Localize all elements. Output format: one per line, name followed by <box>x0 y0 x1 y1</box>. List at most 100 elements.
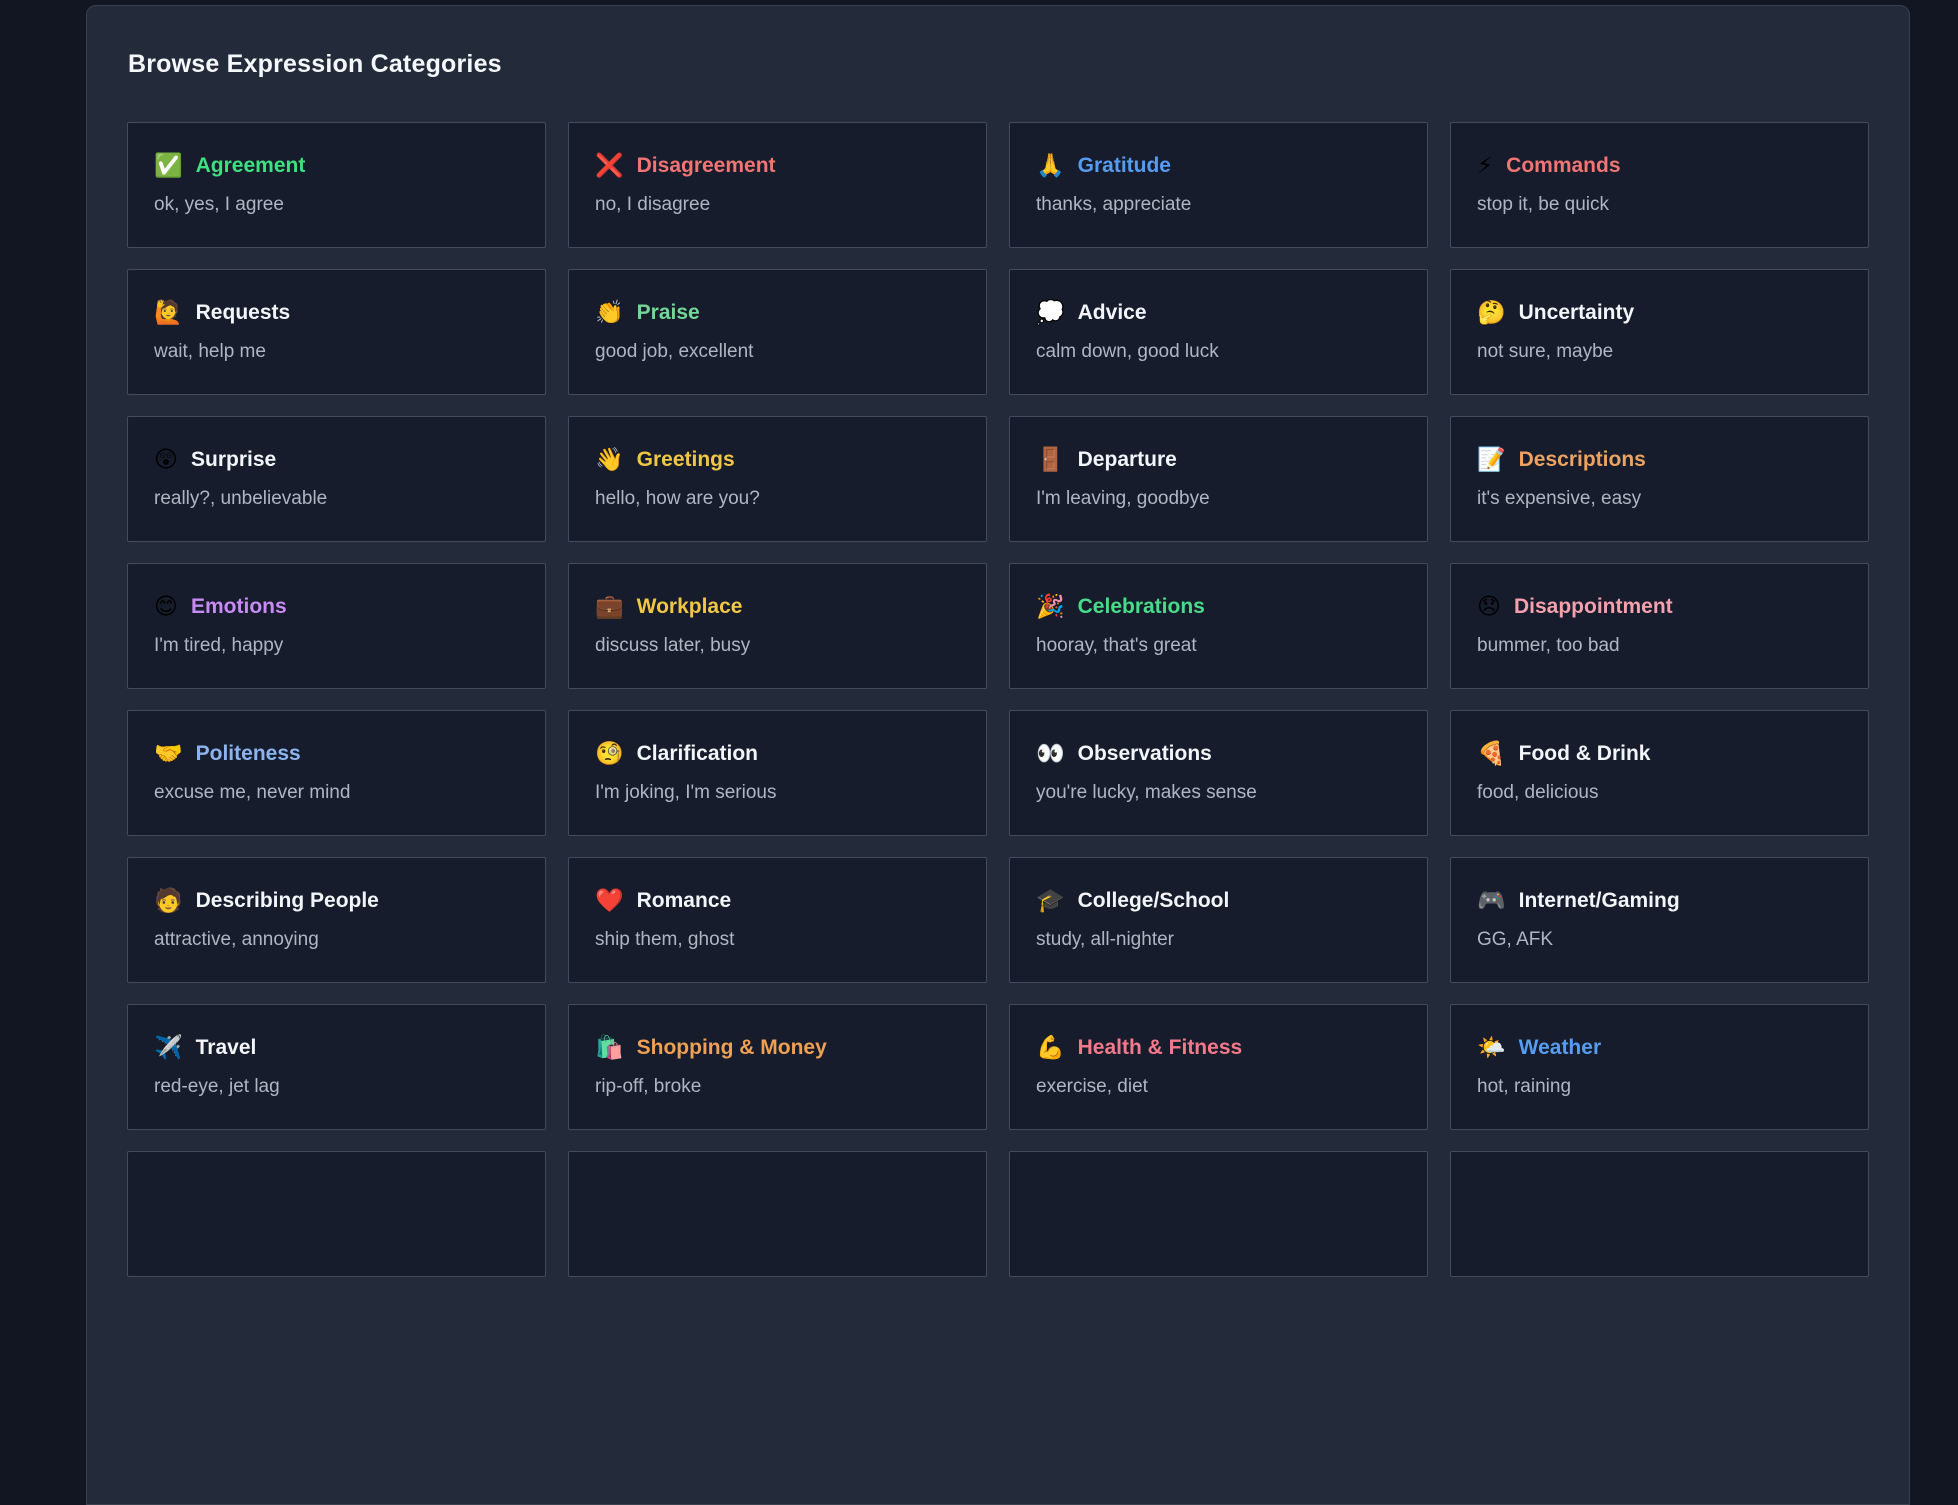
category-card-college-school[interactable]: 🎓 College/School study, all-nighter <box>1009 857 1428 983</box>
category-title: Health & Fitness <box>1077 1036 1243 1059</box>
category-examples: discuss later, busy <box>595 635 751 656</box>
category-card-emotions[interactable]: 😊 Emotions I'm tired, happy <box>127 563 546 689</box>
category-examples: excuse me, never mind <box>154 782 351 803</box>
category-title: Disappointment <box>1513 595 1673 618</box>
category-examples: attractive, annoying <box>154 929 319 950</box>
category-examples: study, all-nighter <box>1036 929 1174 950</box>
eyes-icon: 👀 <box>1036 740 1065 766</box>
category-examples: wait, help me <box>154 341 266 362</box>
category-examples: it's expensive, easy <box>1477 488 1642 509</box>
category-examples: calm down, good luck <box>1036 341 1219 362</box>
category-title: Praise <box>636 301 700 324</box>
category-title: Emotions <box>190 595 287 618</box>
category-examples: hello, how are you? <box>595 488 760 509</box>
category-title-row: 🛍️ Shopping & Money <box>595 1033 960 1062</box>
category-card-praise[interactable]: 👏 Praise good job, excellent <box>568 269 987 395</box>
category-title-row: ❤️ Romance <box>595 886 960 915</box>
category-title: Surprise <box>190 448 277 471</box>
category-card-partial[interactable] <box>127 1151 546 1277</box>
smiling-face-icon: 😊 <box>154 593 178 619</box>
category-examples: thanks, appreciate <box>1036 194 1192 215</box>
airplane-icon: ✈️ <box>154 1034 183 1060</box>
category-title-row: 🌤️ Weather <box>1477 1033 1842 1062</box>
category-card-descriptions[interactable]: 📝 Descriptions it's expensive, easy <box>1450 416 1869 542</box>
category-examples: rip-off, broke <box>595 1076 702 1097</box>
category-title-row: 🙋 Requests <box>154 298 519 327</box>
category-examples: hooray, that's great <box>1036 635 1197 656</box>
monocle-face-icon: 🧐 <box>595 740 624 766</box>
category-title-row: 💼 Workplace <box>595 592 960 621</box>
category-card-clarification[interactable]: 🧐 Clarification I'm joking, I'm serious <box>568 710 987 836</box>
category-title-row: 🙏 Gratitude <box>1036 151 1401 180</box>
category-card-surprise[interactable]: 😲 Surprise really?, unbelievable <box>127 416 546 542</box>
person-icon: 🧑 <box>154 887 183 913</box>
category-card-health-fitness[interactable]: 💪 Health & Fitness exercise, diet <box>1009 1004 1428 1130</box>
category-card-celebrations[interactable]: 🎉 Celebrations hooray, that's great <box>1009 563 1428 689</box>
category-card-travel[interactable]: ✈️ Travel red-eye, jet lag <box>127 1004 546 1130</box>
category-title-row: 🤝 Politeness <box>154 739 519 768</box>
category-card-romance[interactable]: ❤️ Romance ship them, ghost <box>568 857 987 983</box>
category-examples: good job, excellent <box>595 341 754 362</box>
sun-behind-cloud-icon: 🌤️ <box>1477 1034 1506 1060</box>
category-card-uncertainty[interactable]: 🤔 Uncertainty not sure, maybe <box>1450 269 1869 395</box>
category-title-row: 😲 Surprise <box>154 445 519 474</box>
category-card-disagreement[interactable]: ❌ Disagreement no, I disagree <box>568 122 987 248</box>
category-examples: ok, yes, I agree <box>154 194 284 215</box>
category-card-weather[interactable]: 🌤️ Weather hot, raining <box>1450 1004 1869 1130</box>
category-card-shopping-money[interactable]: 🛍️ Shopping & Money rip-off, broke <box>568 1004 987 1130</box>
category-title-row: 🍕 Food & Drink <box>1477 739 1842 768</box>
category-card-workplace[interactable]: 💼 Workplace discuss later, busy <box>568 563 987 689</box>
category-card-politeness[interactable]: 🤝 Politeness excuse me, never mind <box>127 710 546 836</box>
category-card-observations[interactable]: 👀 Observations you're lucky, makes sense <box>1009 710 1428 836</box>
category-title-row: 🚪 Departure <box>1036 445 1401 474</box>
category-card-requests[interactable]: 🙋 Requests wait, help me <box>127 269 546 395</box>
category-title-row: 🧑 Describing People <box>154 886 519 915</box>
thought-balloon-icon: 💭 <box>1036 299 1065 325</box>
category-card-partial[interactable] <box>1450 1151 1869 1277</box>
category-card-greetings[interactable]: 👋 Greetings hello, how are you? <box>568 416 987 542</box>
clapping-hands-icon: 👏 <box>595 299 624 325</box>
category-card-disappointment[interactable]: 😞 Disappointment bummer, too bad <box>1450 563 1869 689</box>
category-card-describing-people[interactable]: 🧑 Describing People attractive, annoying <box>127 857 546 983</box>
category-examples: really?, unbelievable <box>154 488 328 509</box>
category-title-row: 🎮 Internet/Gaming <box>1477 886 1842 915</box>
category-title: Internet/Gaming <box>1518 889 1680 912</box>
pizza-icon: 🍕 <box>1477 740 1506 766</box>
category-title: Romance <box>636 889 732 912</box>
category-title: Food & Drink <box>1518 742 1651 765</box>
category-title-row: ⚡ Commands <box>1477 151 1842 180</box>
party-popper-icon: 🎉 <box>1036 593 1065 619</box>
category-title: Gratitude <box>1077 154 1171 177</box>
category-card-gratitude[interactable]: 🙏 Gratitude thanks, appreciate <box>1009 122 1428 248</box>
category-card-food-drink[interactable]: 🍕 Food & Drink food, delicious <box>1450 710 1869 836</box>
cross-mark-icon: ❌ <box>595 152 624 178</box>
page-title: Browse Expression Categories <box>128 50 502 78</box>
category-title: Descriptions <box>1518 448 1646 471</box>
category-card-departure[interactable]: 🚪 Departure I'm leaving, goodbye <box>1009 416 1428 542</box>
category-title: Advice <box>1077 301 1147 324</box>
category-examples: exercise, diet <box>1036 1076 1148 1097</box>
category-card-partial[interactable] <box>568 1151 987 1277</box>
category-title: Departure <box>1077 448 1177 471</box>
category-examples: hot, raining <box>1477 1076 1572 1097</box>
category-examples: bummer, too bad <box>1477 635 1620 656</box>
video-game-controller-icon: 🎮 <box>1477 887 1506 913</box>
category-card-internet-gaming[interactable]: 🎮 Internet/Gaming GG, AFK <box>1450 857 1869 983</box>
category-title: Weather <box>1518 1036 1602 1059</box>
astonished-face-icon: 😲 <box>154 446 178 472</box>
category-title-row: 👋 Greetings <box>595 445 960 474</box>
category-examples: red-eye, jet lag <box>154 1076 280 1097</box>
category-card-commands[interactable]: ⚡ Commands stop it, be quick <box>1450 122 1869 248</box>
category-title-row: 📝 Descriptions <box>1477 445 1842 474</box>
lightning-bolt-icon: ⚡ <box>1477 152 1494 178</box>
category-title-row: 🎉 Celebrations <box>1036 592 1401 621</box>
category-card-agreement[interactable]: ✅ Agreement ok, yes, I agree <box>127 122 546 248</box>
category-card-partial[interactable] <box>1009 1151 1428 1277</box>
category-title: Describing People <box>195 889 379 912</box>
category-examples: I'm joking, I'm serious <box>595 782 777 803</box>
shopping-bags-icon: 🛍️ <box>595 1034 624 1060</box>
category-card-advice[interactable]: 💭 Advice calm down, good luck <box>1009 269 1428 395</box>
category-examples: you're lucky, makes sense <box>1036 782 1257 803</box>
thinking-face-icon: 🤔 <box>1477 299 1506 325</box>
category-examples: ship them, ghost <box>595 929 735 950</box>
